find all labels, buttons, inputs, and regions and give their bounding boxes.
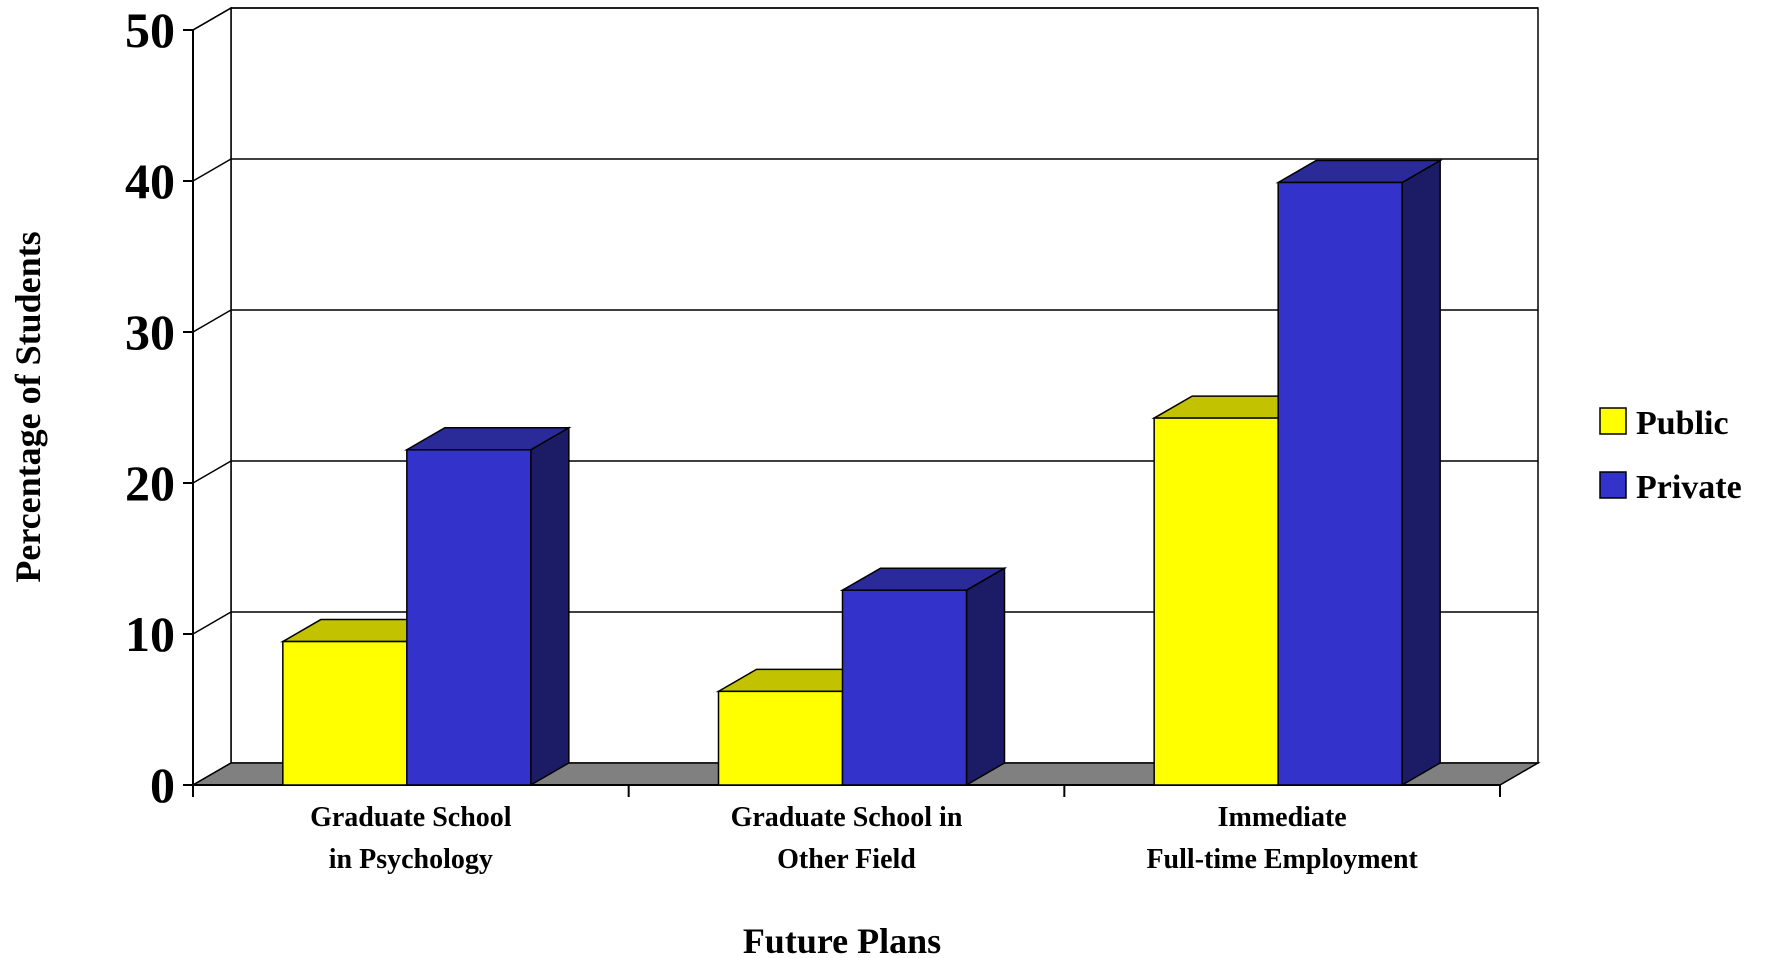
gridline-side [192, 460, 232, 484]
x-axis-title: Future Plans [743, 921, 941, 958]
legend-label: Private [1636, 469, 1742, 506]
legend-swatch [1599, 407, 1627, 435]
bar [406, 449, 532, 786]
y-tick-labels: 0 10 20 30 40 50 [125, 2, 175, 813]
y-tick-label: 50 [125, 2, 175, 58]
legend: Public Private [1599, 405, 1742, 506]
x-category-label: Graduate School in [731, 802, 963, 833]
y-axis-title: Percentage of Students [8, 231, 48, 582]
bar [1153, 417, 1279, 786]
gridline-side [192, 611, 232, 635]
x-category-label: Other Field [777, 844, 916, 875]
y-tick-label: 20 [125, 455, 175, 511]
y-tick-label: 40 [125, 153, 175, 209]
x-category-labels: Graduate School in Psychology Graduate Sch… [310, 802, 1418, 875]
bar-side [965, 566, 1006, 787]
x-category-label: Full-time Employment [1146, 844, 1418, 875]
gridline-side [192, 7, 232, 31]
gridline-side [192, 309, 232, 333]
legend-swatch [1599, 471, 1627, 499]
x-category-label: Graduate School [310, 802, 512, 833]
x-category-label: Immediate [1218, 802, 1347, 833]
x-category-label: in Psychology [329, 844, 493, 875]
y-tick-label: 30 [125, 304, 175, 360]
bar [1277, 181, 1403, 786]
y-tick-label: 10 [125, 606, 175, 662]
bar-group [280, 159, 1443, 787]
gridline-side [192, 158, 232, 182]
bar [841, 589, 968, 786]
bar [717, 690, 844, 786]
bar [282, 640, 408, 786]
bar-side [1401, 159, 1441, 787]
side-wall [192, 6, 232, 787]
legend-label: Public [1636, 405, 1729, 442]
y-tick-label: 0 [150, 757, 175, 813]
bar-side [530, 426, 570, 787]
